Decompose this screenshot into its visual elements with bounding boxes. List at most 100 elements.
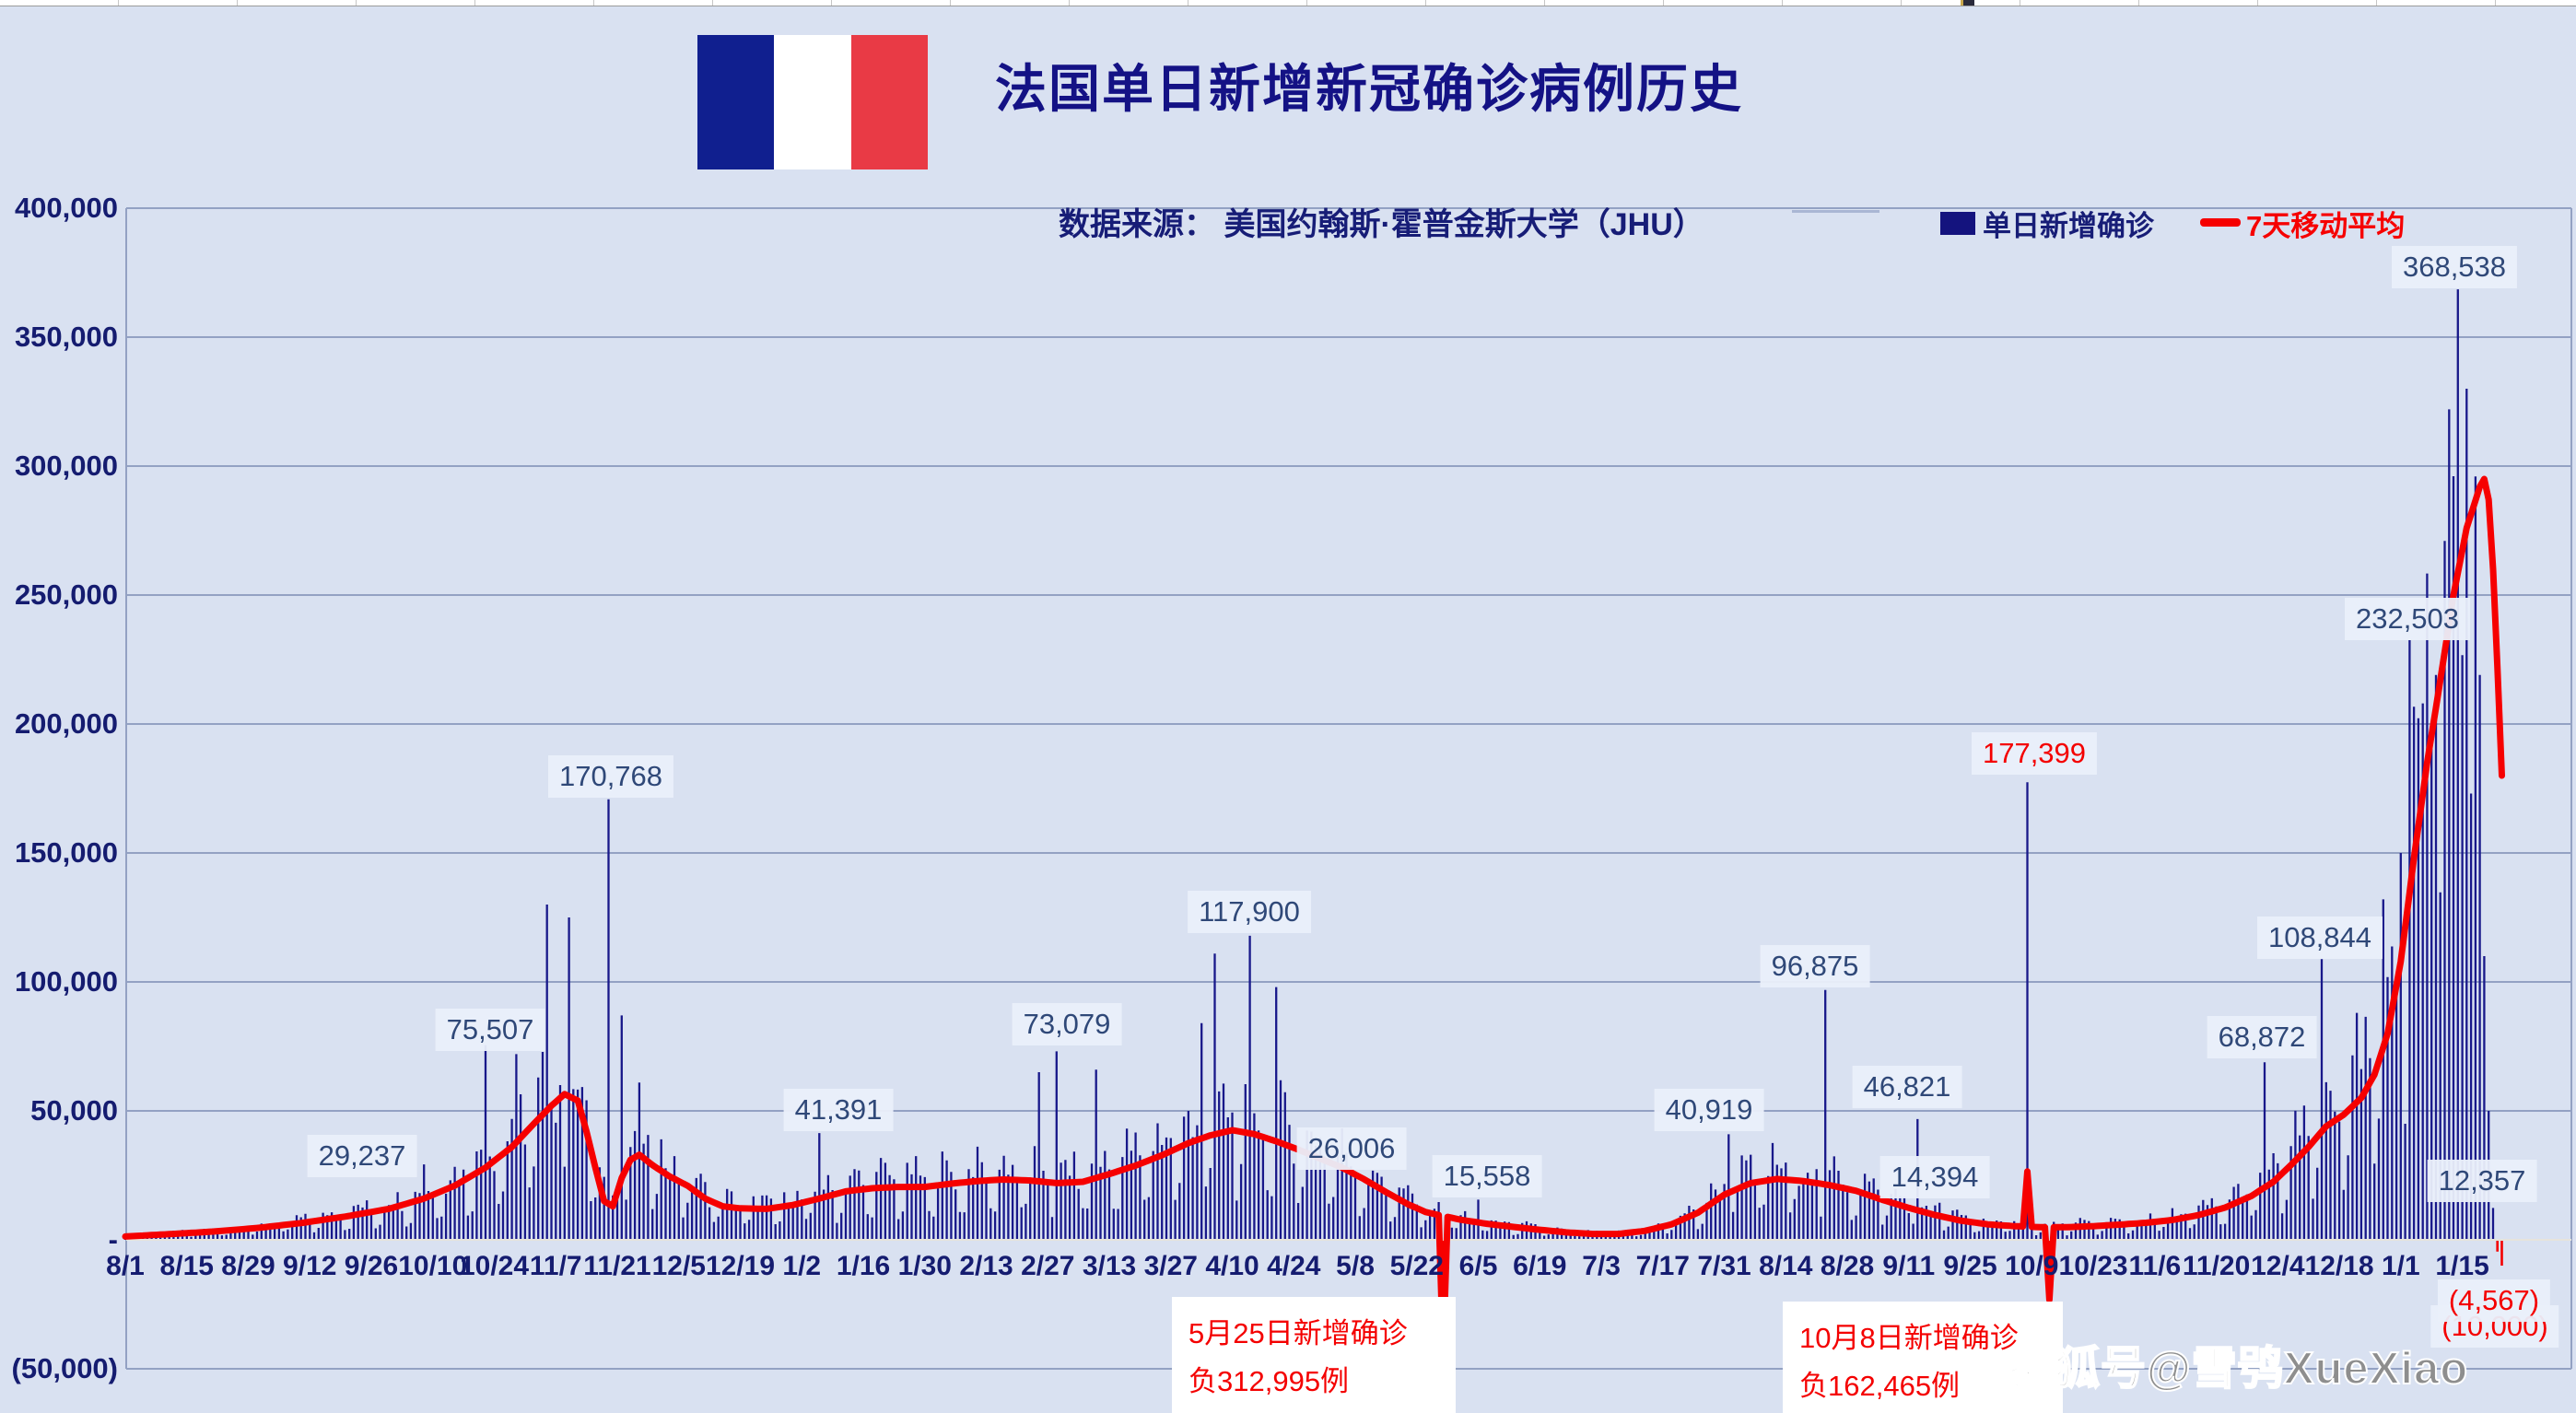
data-point-label: 14,394	[1879, 1156, 1990, 1198]
correction-annotation-box: 5月25日新增确诊 负312,995例	[1172, 1297, 1456, 1413]
y-axis-tick-label: 100,000	[14, 965, 118, 998]
data-point-label: 75,507	[435, 1009, 545, 1051]
data-point-label: 41,391	[783, 1089, 894, 1131]
x-axis-tick-label: 7/31	[1697, 1251, 1751, 1281]
x-axis-tick-label: 8/14	[1759, 1251, 1813, 1281]
data-point-label: 12,357	[2427, 1160, 2537, 1202]
spreadsheet-gridline	[237, 0, 238, 6]
spreadsheet-gridline	[1663, 0, 1664, 6]
x-axis-tick-label: 11/20	[2182, 1251, 2251, 1281]
data-point-label: 15,558	[1432, 1155, 1542, 1197]
daily-new-cases-bars	[123, 289, 2495, 1240]
x-axis-tick-label: 8/1	[106, 1251, 145, 1281]
y-axis-tick-label: 200,000	[14, 707, 118, 740]
data-point-label: 73,079	[1012, 1003, 1122, 1045]
x-axis-tick-label: 4/24	[1267, 1251, 1321, 1281]
x-axis-tick-label: 11/6	[2128, 1251, 2182, 1281]
spreadsheet-gridline	[831, 0, 832, 6]
y-axis-tick-label: -	[108, 1223, 118, 1255]
data-point-label: 46,821	[1852, 1066, 1962, 1108]
spreadsheet-gridline	[474, 0, 475, 6]
y-axis-tick-label: 350,000	[14, 321, 118, 353]
x-axis-tick-label: 5/8	[1336, 1251, 1375, 1281]
france-flag	[697, 35, 928, 169]
x-axis-tick-label: 8/15	[159, 1251, 214, 1281]
x-axis-tick-label: 6/19	[1513, 1251, 1567, 1281]
data-point-label: 117,900	[1188, 891, 1311, 933]
data-point-label: 96,875	[1760, 945, 1870, 987]
data-point-label: 29,237	[307, 1135, 417, 1177]
y-axis-tick-label: 150,000	[14, 836, 118, 869]
bar-series-legend-swatch	[1940, 212, 1975, 235]
watermark: 搜狐号@雪鸮XueXiao	[2008, 1343, 2469, 1395]
data-point-label: 368,538	[2391, 246, 2518, 288]
spreadsheet-gridline	[1306, 0, 1307, 6]
spreadsheet-gridline	[1425, 0, 1426, 6]
correction-annotation-box: 10月8日新增确诊 负162,465例	[1783, 1302, 2063, 1413]
x-axis-tick-label: 12/4	[2251, 1251, 2305, 1281]
spreadsheet-gridline	[1901, 0, 1902, 6]
x-axis-tick-label: 1/2	[782, 1251, 822, 1281]
spreadsheet-gridline	[118, 0, 119, 6]
x-axis-tick-label: 8/29	[221, 1251, 275, 1281]
spreadsheet-gridline	[2257, 0, 2258, 6]
x-axis-tick-label: 3/13	[1082, 1251, 1137, 1281]
x-axis-tick-label: 9/26	[344, 1251, 399, 1281]
x-axis-tick-label: 1/30	[897, 1251, 952, 1281]
annotation-line: 负162,465例	[1799, 1370, 1961, 1402]
x-axis-tick-label: 8/28	[1820, 1251, 1875, 1281]
line-series-legend-swatch	[2200, 218, 2241, 227]
flag-red-band	[850, 35, 928, 169]
data-point-label: 40,919	[1654, 1089, 1764, 1131]
spreadsheet-gridline	[950, 0, 951, 6]
bar-series-legend-label: 单日新增确诊	[1983, 210, 2154, 242]
x-axis-tick-label: 10/23	[2058, 1251, 2128, 1281]
data-point-label: 232,503	[2344, 598, 2471, 640]
data-point-label: 68,872	[2207, 1016, 2317, 1058]
spreadsheet-top-strip	[0, 0, 2576, 6]
annotation-line: 10月8日新增确诊	[1799, 1322, 2019, 1354]
x-axis-tick-label: 11/7	[529, 1251, 582, 1281]
x-axis-tick-label: 2/13	[959, 1251, 1013, 1281]
legend-divider-dash	[1792, 210, 1879, 213]
spreadsheet-gridline	[2376, 0, 2377, 6]
spreadsheet-gridline	[593, 0, 594, 6]
x-axis-tick-label: 9/12	[283, 1251, 337, 1281]
x-axis-tick-label: 4/10	[1205, 1251, 1259, 1281]
x-axis-tick-label: 1/1	[2381, 1251, 2420, 1281]
data-point-label: 177,399	[1971, 732, 2098, 775]
data-point-label: 108,844	[2256, 917, 2383, 959]
x-axis-tick-label: 12/5	[651, 1251, 706, 1281]
spreadsheet-gridline	[1544, 0, 1545, 6]
spreadsheet-gridline	[2138, 0, 2139, 6]
y-axis-tick-label: (50,000)	[11, 1352, 118, 1384]
x-axis-tick-label: 12/18	[2304, 1251, 2374, 1281]
x-axis-tick-label: 7/3	[1582, 1251, 1621, 1281]
partial-cell-text	[1961, 0, 1974, 6]
annotation-line: 5月25日新增确诊	[1188, 1317, 1408, 1349]
x-axis-tick-label: 10/9	[2005, 1251, 2059, 1281]
y-axis-tick-label: 300,000	[14, 450, 118, 482]
data-source-note: 数据来源： 美国约翰斯·霍普金斯大学（JHU）	[1059, 207, 1704, 242]
y-axis-tick-label: 400,000	[14, 192, 118, 224]
spreadsheet-gridline	[1069, 0, 1070, 6]
spreadsheet-gridline	[2495, 0, 2496, 6]
page-title: 法国单日新增新冠确诊病例历史	[995, 60, 1743, 118]
x-axis-tick-label: 6/5	[1458, 1251, 1498, 1281]
x-axis-tick-label: 7/17	[1635, 1251, 1690, 1281]
x-axis-tick-label: 3/27	[1143, 1251, 1198, 1281]
y-axis-tick-label: 250,000	[14, 578, 118, 611]
spreadsheet-gridline	[1782, 0, 1783, 6]
flag-white-band	[774, 35, 851, 169]
x-axis-tick-label: 2/27	[1021, 1251, 1075, 1281]
line-series-legend-label: 7天移动平均	[2246, 210, 2406, 242]
annotation-line: 负312,995例	[1188, 1365, 1350, 1397]
data-point-label: (4,567)	[2437, 1279, 2551, 1322]
x-axis-tick-label: 10/10	[398, 1251, 468, 1281]
flag-blue-band	[697, 35, 775, 169]
x-axis-tick-label: 10/24	[459, 1251, 530, 1281]
spreadsheet-gridline	[356, 0, 357, 6]
spreadsheet-gridline	[712, 0, 713, 6]
